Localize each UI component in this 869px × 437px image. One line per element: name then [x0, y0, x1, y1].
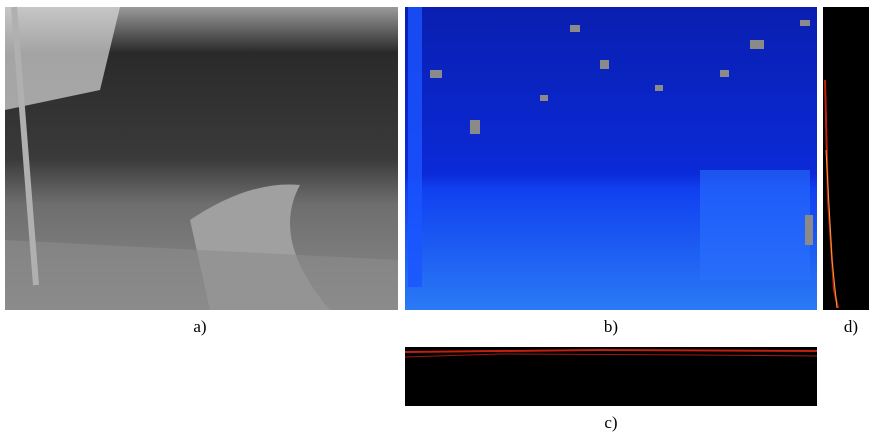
panel-label: b)	[604, 317, 618, 336]
panel-label: a)	[193, 317, 206, 336]
panel-label: d)	[844, 317, 858, 336]
figure: a) b) c) d)	[0, 0, 869, 437]
panel-a-image	[5, 7, 398, 310]
panel-c-image	[405, 347, 817, 406]
panel-label: c)	[604, 413, 617, 432]
panel-b-image	[405, 7, 817, 310]
panel-d-image	[823, 7, 869, 310]
